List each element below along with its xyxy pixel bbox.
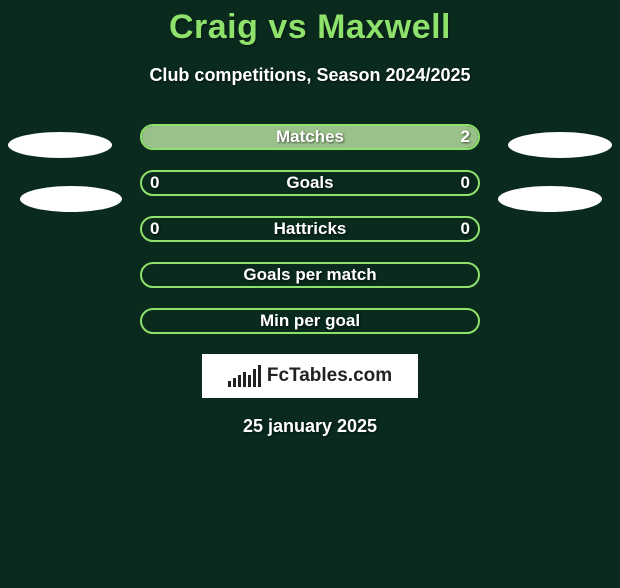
stat-label: Matches xyxy=(140,124,480,150)
stat-value-right: 2 xyxy=(461,124,470,150)
logo-bar xyxy=(228,381,231,387)
logo-bar xyxy=(258,365,261,387)
decorative-ellipse xyxy=(498,186,602,212)
stat-label: Goals per match xyxy=(140,262,480,288)
logo-bar xyxy=(238,375,241,387)
logo-bar xyxy=(253,369,256,387)
stat-row: Min per goal xyxy=(140,308,480,334)
decorative-ellipse xyxy=(20,186,122,212)
stat-label: Hattricks xyxy=(140,216,480,242)
logo-bar xyxy=(243,372,246,387)
stat-value-left: 0 xyxy=(150,216,159,242)
logo-bars-icon xyxy=(228,365,261,387)
logo-bar xyxy=(248,375,251,387)
stat-label: Min per goal xyxy=(140,308,480,334)
stat-row: Hattricks0 0 xyxy=(140,216,480,242)
subtitle: Club competitions, Season 2024/2025 xyxy=(0,65,620,86)
page-title: Craig vs Maxwell xyxy=(0,8,620,47)
stat-row: Goals0 0 xyxy=(140,170,480,196)
stat-value-right: 0 xyxy=(461,216,470,242)
logo-bar xyxy=(233,378,236,387)
date-label: 25 january 2025 xyxy=(0,416,620,437)
fctables-logo: FcTables.com xyxy=(202,354,418,398)
stat-label: Goals xyxy=(140,170,480,196)
stat-value-right: 0 xyxy=(461,170,470,196)
logo-text: FcTables.com xyxy=(267,365,392,387)
stat-row: Matches2 xyxy=(140,124,480,150)
comparison-rows: Matches2Goals00Hattricks00Goals per matc… xyxy=(0,124,620,334)
stat-row: Goals per match xyxy=(140,262,480,288)
stat-value-left: 0 xyxy=(150,170,159,196)
decorative-ellipse xyxy=(8,132,112,158)
decorative-ellipse xyxy=(508,132,612,158)
